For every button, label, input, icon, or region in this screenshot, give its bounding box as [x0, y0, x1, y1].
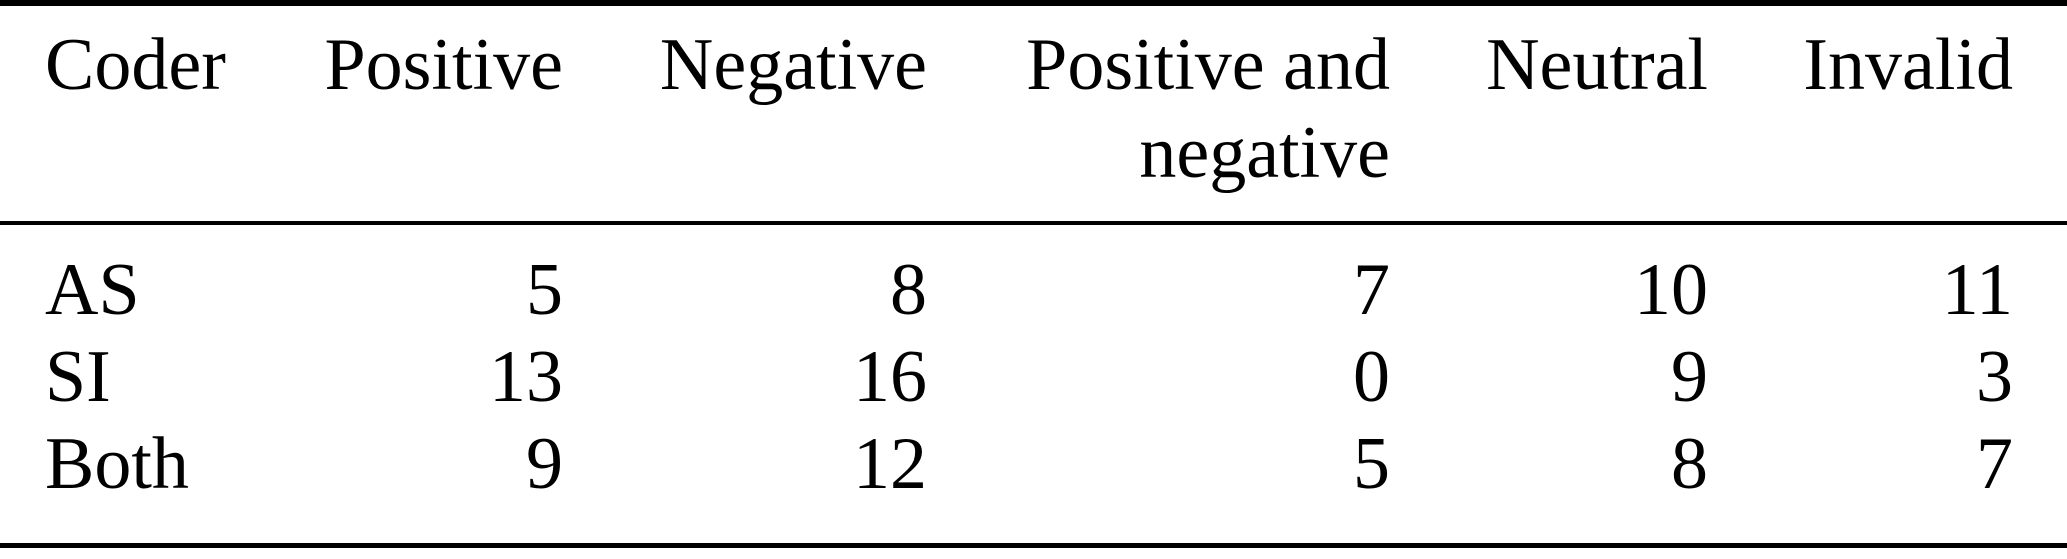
value-cell: 5	[526, 249, 563, 331]
table-header: Coder Positive Negative Positive and neg…	[0, 3, 2067, 225]
header-row: Coder Positive Negative Positive and neg…	[0, 3, 2067, 225]
value-cell: 3	[1976, 336, 2013, 418]
value-cell: 9	[1671, 336, 1708, 418]
row-label-cell: AS	[45, 249, 140, 331]
value-cell: 5	[1353, 423, 1390, 505]
value-cell: 8	[1671, 423, 1708, 505]
value-cell: 10	[1634, 249, 1708, 331]
header-cell-positive-and-negative: Positive and negative	[960, 3, 1420, 225]
header-cell-positive: Positive	[280, 3, 600, 225]
value-cell: 0	[1353, 336, 1390, 418]
value-cell: 9	[526, 423, 563, 505]
table-row: Both 9 12 5 8 7	[0, 421, 2067, 545]
header-cell-negative: Negative	[600, 3, 960, 225]
value-cell: 16	[853, 336, 927, 418]
value-cell: 7	[1353, 249, 1390, 331]
table-row: AS 5 8 7 10 11	[0, 223, 2067, 334]
row-label-cell: SI	[45, 336, 111, 418]
value-cell: 11	[1941, 249, 2013, 331]
value-cell: 8	[890, 249, 927, 331]
value-cell: 7	[1976, 423, 2013, 505]
table-body: AS 5 8 7 10 11 SI 13 16 0 9 3 Both 9 12 5 8 7	[0, 223, 2067, 545]
header-cell-neutral: Neutral	[1420, 3, 1740, 225]
table-row: SI 13 16 0 9 3	[0, 334, 2067, 421]
row-label-cell: Both	[45, 423, 189, 505]
header-cell-coder: Coder	[0, 3, 280, 225]
header-cell-invalid: Invalid	[1740, 3, 2067, 225]
value-cell: 13	[489, 336, 563, 418]
value-cell: 12	[853, 423, 927, 505]
